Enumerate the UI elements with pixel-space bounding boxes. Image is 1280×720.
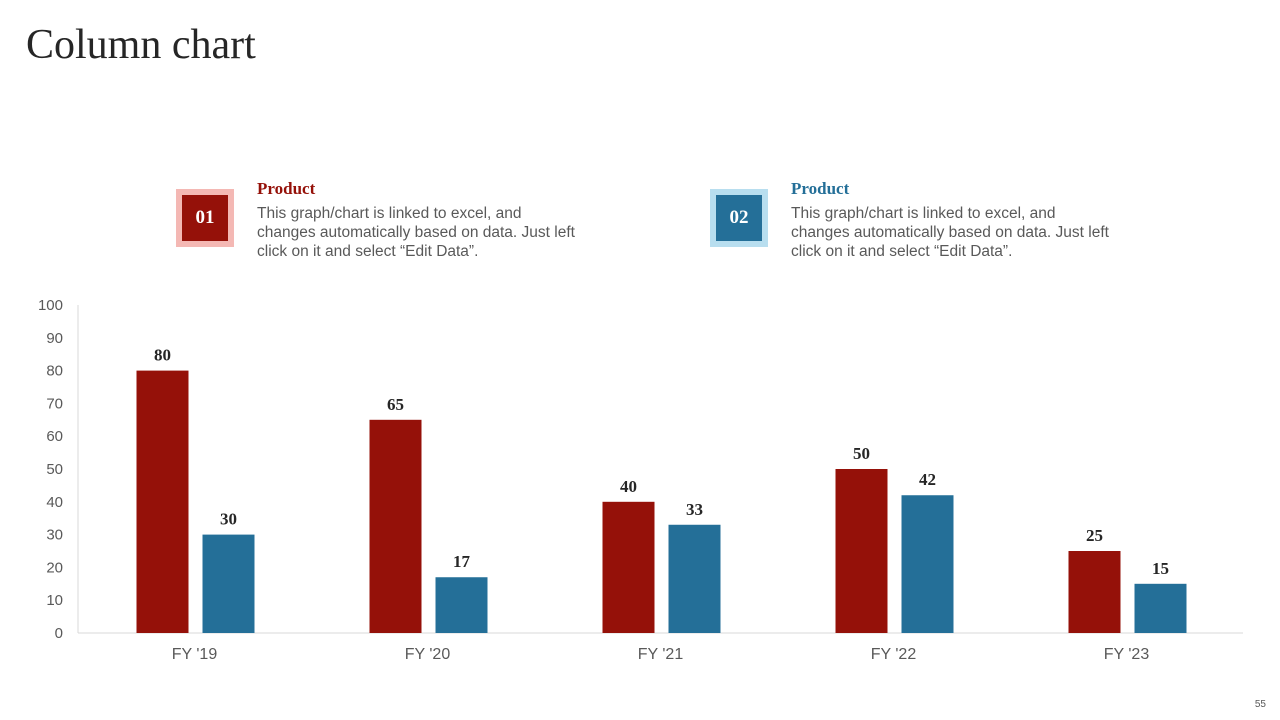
- legend-description: This graph/chart is linked to excel, and…: [791, 205, 1109, 260]
- page-title: Column chart: [26, 22, 256, 68]
- y-tick-label: 0: [55, 625, 63, 642]
- y-tick-label: 30: [46, 527, 63, 544]
- data-label: 15: [1152, 559, 1169, 578]
- bar-1: [1068, 551, 1121, 633]
- data-label: 80: [154, 346, 171, 365]
- y-tick-label: 10: [46, 592, 63, 609]
- bar-2: [1134, 583, 1187, 633]
- bar-2: [435, 577, 488, 633]
- page-number: 55: [1254, 699, 1266, 710]
- data-label: 25: [1086, 526, 1103, 545]
- data-label: 40: [620, 477, 637, 496]
- x-tick-label: FY '21: [638, 646, 684, 663]
- bar-2: [668, 524, 721, 633]
- y-tick-label: 40: [46, 494, 63, 511]
- y-tick-label: 80: [46, 363, 63, 380]
- legend-card-product-01: 01 Product This graph/chart is linked to…: [176, 178, 596, 268]
- legend-heading: Product: [257, 179, 316, 198]
- legend-card-product-02: 02 Product This graph/chart is linked to…: [710, 178, 1130, 268]
- x-tick-label: FY '19: [172, 646, 218, 663]
- data-label: 50: [853, 444, 870, 463]
- legend-heading: Product: [791, 179, 850, 198]
- bar-2: [202, 534, 255, 633]
- y-tick-label: 70: [46, 395, 63, 412]
- x-tick-label: FY '22: [871, 646, 917, 663]
- y-tick-label: 60: [46, 428, 63, 445]
- bar-2: [901, 495, 954, 633]
- legend-badge-02: 02: [710, 189, 768, 247]
- data-label: 17: [453, 552, 471, 571]
- data-label: 30: [220, 510, 237, 529]
- legend-description: This graph/chart is linked to excel, and…: [257, 205, 575, 260]
- x-tick-label: FY '20: [405, 646, 451, 663]
- data-label: 33: [686, 500, 703, 519]
- bar-1: [136, 370, 189, 633]
- data-label: 42: [919, 470, 936, 489]
- y-tick-label: 100: [38, 297, 63, 314]
- bar-1: [369, 419, 422, 633]
- legend-badge-number: 02: [716, 195, 762, 241]
- x-tick-label: FY '23: [1104, 646, 1150, 663]
- bar-1: [602, 501, 655, 633]
- data-label: 65: [387, 395, 404, 414]
- y-tick-label: 50: [46, 461, 63, 478]
- legend-badge-number: 01: [182, 195, 228, 241]
- y-tick-label: 90: [46, 330, 63, 347]
- legend-badge-01: 01: [176, 189, 234, 247]
- y-tick-label: 20: [46, 559, 63, 576]
- bar-1: [835, 469, 888, 633]
